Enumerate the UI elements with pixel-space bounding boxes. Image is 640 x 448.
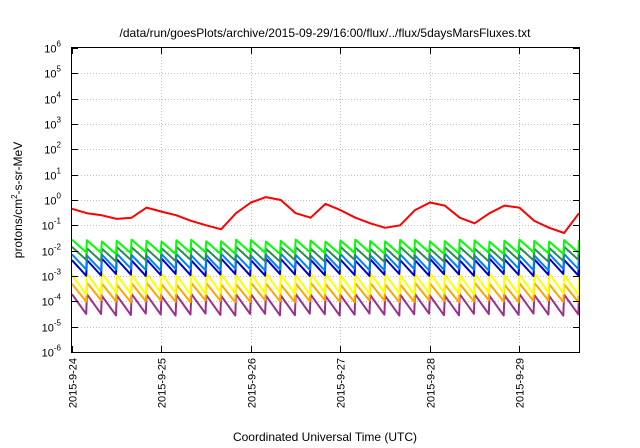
- x-axis: 2015-9-24 2015-9-25 2015-9-26 2015-9-27 2015…: [68, 48, 527, 408]
- chart-title: /data/run/goesPlots/archive/2015-09-29/1…: [120, 26, 532, 40]
- y-tick-label: 10-2: [42, 243, 62, 259]
- x-tick-label: 2015-9-25: [157, 358, 169, 408]
- y-axis: 10-6 10-5 10-4 10-3 10-2 10-1 100 101 102 103 104 1…: [42, 40, 579, 360]
- y-tick-label: 106: [44, 40, 61, 56]
- y-tick-label: 101: [44, 167, 61, 183]
- y-tick-label: 10-1: [42, 217, 62, 233]
- y-tick-label: 103: [44, 116, 61, 132]
- x-tick-label: 2015-9-28: [426, 358, 438, 408]
- series-layer: [71, 196, 580, 317]
- y-tick-label: 102: [44, 141, 61, 157]
- x-tick-label: 2015-9-27: [336, 358, 348, 408]
- y-tick-label: 104: [44, 91, 61, 107]
- x-tick-label: 2015-9-26: [247, 358, 259, 408]
- y-tick-label: 10-5: [42, 319, 62, 335]
- y-axis-label: protons/cm2-s-sr-MeV: [10, 142, 25, 258]
- y-tick-label: 100: [44, 192, 61, 208]
- x-axis-label: Coordinated Universal Time (UTC): [233, 430, 417, 444]
- series-line-0: [71, 196, 580, 234]
- x-tick-label: 2015-9-24: [68, 358, 80, 408]
- series-line-1: [71, 238, 580, 256]
- y-tick-label: 10-4: [42, 293, 62, 309]
- y-tick-label: 105: [44, 65, 61, 81]
- y-tick-label: 10-6: [42, 344, 62, 360]
- x-tick-label: 2015-9-29: [515, 358, 527, 408]
- gridlines: [72, 48, 579, 352]
- y-tick-label: 10-3: [42, 268, 62, 284]
- plot-frame: [71, 47, 580, 353]
